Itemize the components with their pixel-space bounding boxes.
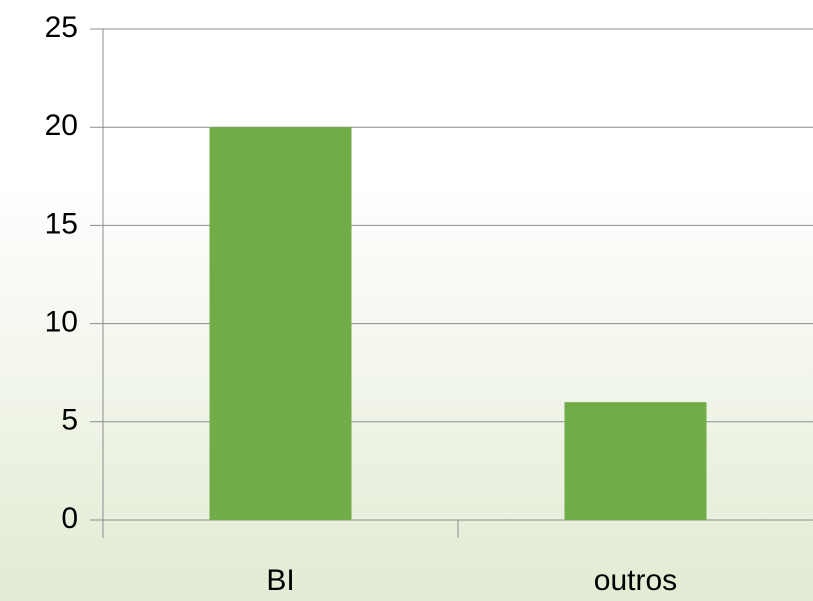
y-tick-label: 5: [61, 404, 78, 437]
y-tick-label: 15: [45, 207, 78, 240]
bar: [209, 127, 352, 520]
x-tick-label: outros: [594, 564, 677, 597]
bar: [564, 402, 707, 520]
y-tick-label: 20: [45, 109, 78, 142]
x-tick-label: BI: [266, 564, 294, 597]
y-tick-label: 25: [45, 11, 78, 44]
y-tick-label: 0: [61, 502, 78, 535]
y-tick-label: 10: [45, 306, 78, 339]
